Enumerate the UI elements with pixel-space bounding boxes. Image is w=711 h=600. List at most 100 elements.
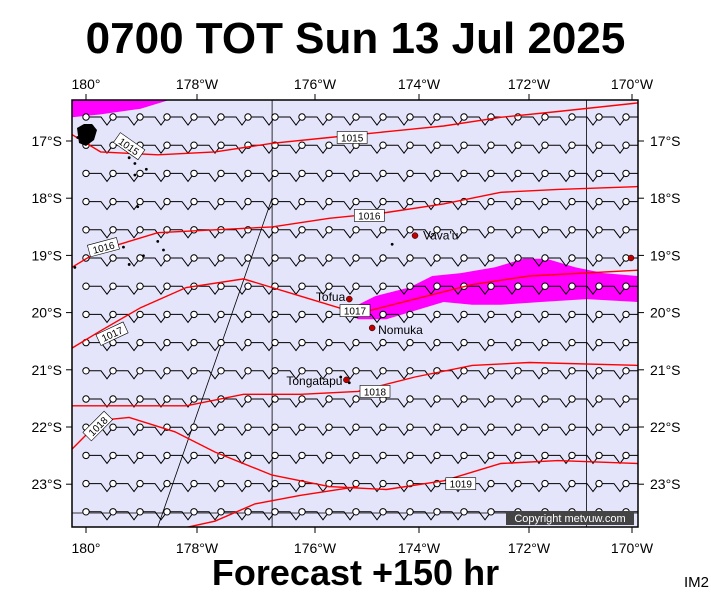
wind-barb [163,141,195,155]
lon-label-bottom: 176°W [294,540,337,556]
wind-barb [406,310,438,324]
wind-barb [595,338,627,352]
wind-barb [163,254,195,267]
wind-barb [298,508,330,521]
wind-barb [379,367,411,380]
isobar-line [72,185,638,268]
wind-barb [433,113,465,126]
wind-barb [217,141,249,155]
wind-barb [487,451,519,465]
wind-barb [271,508,303,521]
lat-label-right: 21°S [650,362,681,378]
wind-barb [298,423,330,437]
wind-barb [325,197,357,211]
wind-barb [514,395,546,408]
wind-barb [406,395,438,408]
wind-barb [622,479,638,488]
wind-barb [595,451,627,465]
lat-label-left: 22°S [31,419,62,435]
wind-barb [541,282,573,296]
wind-barb [460,226,492,239]
wind-barb [325,113,357,126]
islands [73,124,394,385]
wind-barb [541,113,573,126]
island [133,173,137,177]
wind-barb [541,479,573,493]
wind-barb [595,141,627,155]
wind-barb [136,338,168,352]
wind-barb [352,338,384,352]
wind-barb [352,451,384,465]
wind-barb [568,395,600,408]
wind-barb [244,508,276,521]
wind-barb [433,141,465,155]
wind-barb [271,254,303,267]
wind-barb [352,254,384,267]
wind-barb [379,197,411,211]
wind-barb [244,197,276,211]
wind-barb [136,508,168,521]
wind-barb [541,310,573,324]
wind-barb [271,395,303,408]
wind-barb [190,367,222,380]
wind-barb [595,169,627,183]
wind-barb [82,254,114,267]
wind-barb [298,395,330,408]
wind-barb [244,451,276,465]
wind-barb [163,226,195,239]
wind-barb [568,282,600,296]
wind-barb [568,451,600,465]
wind-barb [271,338,303,352]
wind-barb [487,310,519,324]
wind-barb [190,254,222,267]
place-marker: Vava'u [411,229,458,243]
map-title: 0700 TOT Sun 13 Jul 2025 [85,14,626,63]
wind-barb [217,254,249,267]
wind-barb [379,254,411,267]
wind-barb [217,367,249,380]
wind-barb [109,479,141,493]
wind-barb [514,197,546,211]
isobar-line [72,361,638,407]
wind-barb [433,169,465,183]
wind-barb [622,197,638,206]
wind-barb [244,338,276,352]
wind-barb [163,367,195,380]
wind-barb [298,169,330,183]
wind-barb [217,169,249,183]
wind-barb [325,508,357,521]
wind-barb [352,226,384,239]
lat-label-right: 18°S [650,190,681,206]
wind-barb [163,169,195,183]
wind-barb [379,169,411,183]
wind-barb [460,141,492,155]
wind-barb [487,423,519,437]
wind-barb [298,367,330,380]
wind-barb [622,141,638,149]
wind-barb [109,367,141,380]
lon-label-bottom: 180° [72,540,101,556]
wind-barb [163,508,195,521]
wind-barb [622,310,638,319]
wind-barb [460,169,492,183]
lat-label-right: 19°S [650,247,681,263]
wind-barb [298,451,330,465]
wind-barb [325,282,357,296]
wind-barb [109,338,141,352]
island [339,375,343,379]
wind-barb [514,338,546,352]
wind-barb [244,113,276,126]
wind-barb [136,113,168,126]
wind-barb [406,141,438,155]
wind-barb [109,508,141,521]
wind-barb [487,395,519,408]
copyright-text: Copyright metvuw.com [514,513,625,525]
place-marker: Tongatapu [286,374,350,388]
wind-barb [568,197,600,211]
wind-barb [379,338,411,352]
wind-barb [622,226,638,234]
wind-barb [514,254,546,267]
island [77,124,97,146]
wind-barb [109,169,141,183]
